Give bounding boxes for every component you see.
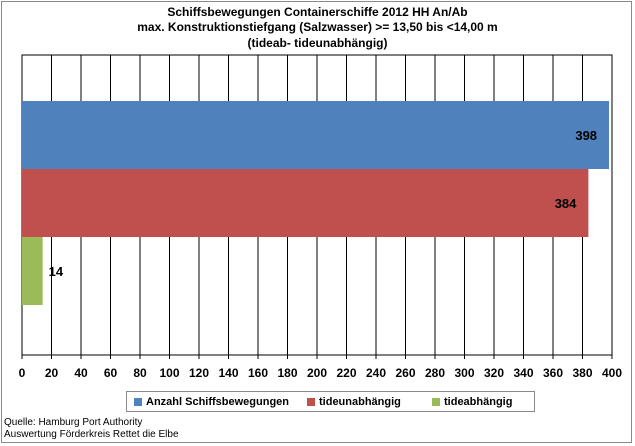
x-tick-label: 100 xyxy=(159,366,179,380)
legend-item-anzahl: Anzahl Schiffsbewegungen xyxy=(134,396,289,408)
x-tick-label: 400 xyxy=(602,366,622,380)
data-label-1: 384 xyxy=(555,196,577,211)
x-tick-label: 200 xyxy=(307,366,327,380)
data-label-0: 398 xyxy=(575,128,597,143)
chart-title-line-2: max. Konstruktionstiefgang (Salzwasser) … xyxy=(137,20,498,34)
x-tick-label: 180 xyxy=(277,366,297,380)
x-tick-label: 300 xyxy=(454,366,474,380)
x-tick-label: 80 xyxy=(133,366,147,380)
x-tick-label: 360 xyxy=(543,366,563,380)
legend-item-tideunabhaengig: tideunabhängig xyxy=(307,396,401,408)
x-tick-label: 280 xyxy=(425,366,445,380)
x-tick-label: 60 xyxy=(104,366,118,380)
x-tick-label: 220 xyxy=(336,366,356,380)
source-line-2: Auswertung Förderkreis Rettet die Elbe xyxy=(4,429,179,440)
bar-0 xyxy=(22,101,610,169)
legend-item-tideabhaengig: tideabhängig xyxy=(432,396,512,408)
legend-label-anzahl: Anzahl Schiffsbewegungen xyxy=(146,396,290,408)
x-tick-label: 140 xyxy=(218,366,238,380)
legend-swatch-tideunabhaengig xyxy=(307,398,315,406)
x-tick-label: 240 xyxy=(366,366,386,380)
data-label-2: 14 xyxy=(49,264,64,279)
chart-legend: Anzahl Schiffsbewegungen tideunabhängig … xyxy=(126,391,535,412)
x-tick-label: 40 xyxy=(74,366,88,380)
bar-1 xyxy=(22,169,589,237)
legend-swatch-anzahl xyxy=(134,398,142,406)
chart-title-line-1: Schiffsbewegungen Containerschiffe 2012 … xyxy=(167,5,468,19)
source-line-1: Quelle: Hamburg Port Authority xyxy=(4,417,143,428)
x-tick-label: 340 xyxy=(513,366,533,380)
x-tick-label: 120 xyxy=(189,366,209,380)
bar-2 xyxy=(22,237,43,305)
chart-title-line-3: (tideab- tideunabhängig) xyxy=(247,36,388,50)
x-tick-label: 160 xyxy=(248,366,268,380)
x-tick-label: 260 xyxy=(395,366,415,380)
x-tick-label: 380 xyxy=(572,366,592,380)
x-tick-label: 320 xyxy=(484,366,504,380)
legend-label-tideabhaengig: tideabhängig xyxy=(444,396,513,408)
x-tick-label: 0 xyxy=(19,366,26,380)
legend-label-tideunabhaengig: tideunabhängig xyxy=(319,396,401,408)
legend-swatch-tideabhaengig xyxy=(432,398,440,406)
x-tick-label: 20 xyxy=(45,366,59,380)
